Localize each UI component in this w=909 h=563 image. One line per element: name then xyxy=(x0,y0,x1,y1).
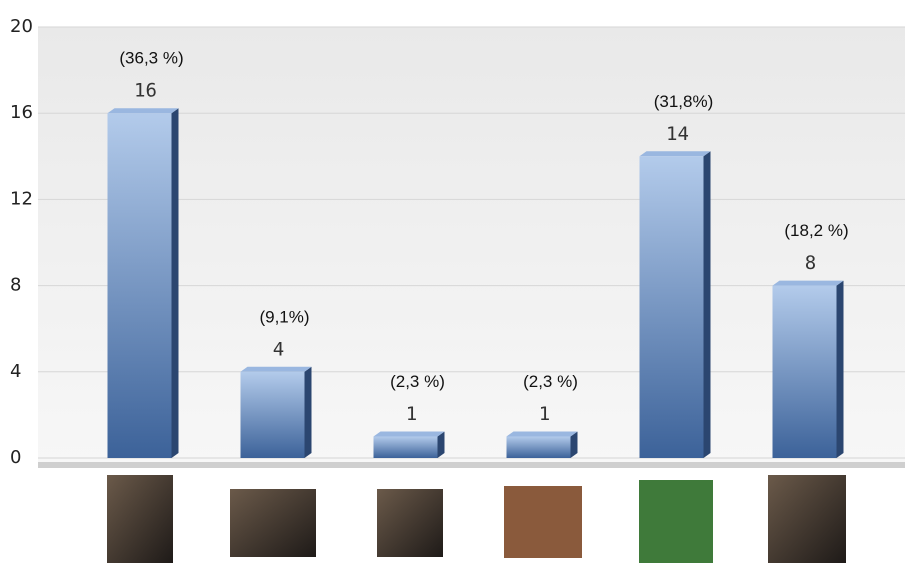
value-label: 14 xyxy=(666,123,689,145)
bar xyxy=(240,371,305,458)
percent-label: (9,1%) xyxy=(259,307,309,326)
value-label: 1 xyxy=(539,403,550,425)
percent-label: (2,3 %) xyxy=(390,372,445,391)
bar-side xyxy=(437,431,445,458)
value-label: 1 xyxy=(406,403,417,425)
bar-top xyxy=(240,366,312,372)
category-image xyxy=(504,486,582,558)
y-tick-label: 4 xyxy=(10,361,21,382)
y-tick-label: 8 xyxy=(10,275,21,296)
category-image xyxy=(768,475,846,563)
bar xyxy=(772,285,837,458)
percent-label: (31,8%) xyxy=(654,92,714,111)
bar-side xyxy=(171,108,179,458)
bar-side xyxy=(304,366,312,458)
y-tick-label: 16 xyxy=(10,102,33,123)
percent-label: (2,3 %) xyxy=(523,372,578,391)
value-label: 16 xyxy=(134,80,157,102)
y-tick-label: 12 xyxy=(10,188,33,209)
value-label: 4 xyxy=(273,338,284,360)
bar-top xyxy=(639,151,711,157)
y-tick-label: 0 xyxy=(10,447,21,468)
category-image xyxy=(639,480,713,563)
bar-side xyxy=(703,151,711,459)
bar xyxy=(107,113,172,458)
y-tick-label: 20 xyxy=(10,16,33,37)
category-image xyxy=(230,489,316,557)
bar-side xyxy=(836,280,844,458)
percent-label: (36,3 %) xyxy=(119,49,183,68)
bar-top xyxy=(772,280,844,286)
category-image xyxy=(107,475,173,563)
bar xyxy=(373,436,438,458)
floor xyxy=(38,462,905,468)
bar-side xyxy=(570,431,578,458)
category-images xyxy=(107,475,846,563)
bar-top xyxy=(506,431,578,437)
bar-top xyxy=(373,431,445,437)
category-image xyxy=(377,489,443,557)
percent-label: (18,2 %) xyxy=(784,221,848,240)
bar xyxy=(506,436,571,458)
bar xyxy=(639,156,704,459)
bar-top xyxy=(107,108,179,114)
value-label: 8 xyxy=(805,252,816,274)
plot-area xyxy=(38,27,905,462)
